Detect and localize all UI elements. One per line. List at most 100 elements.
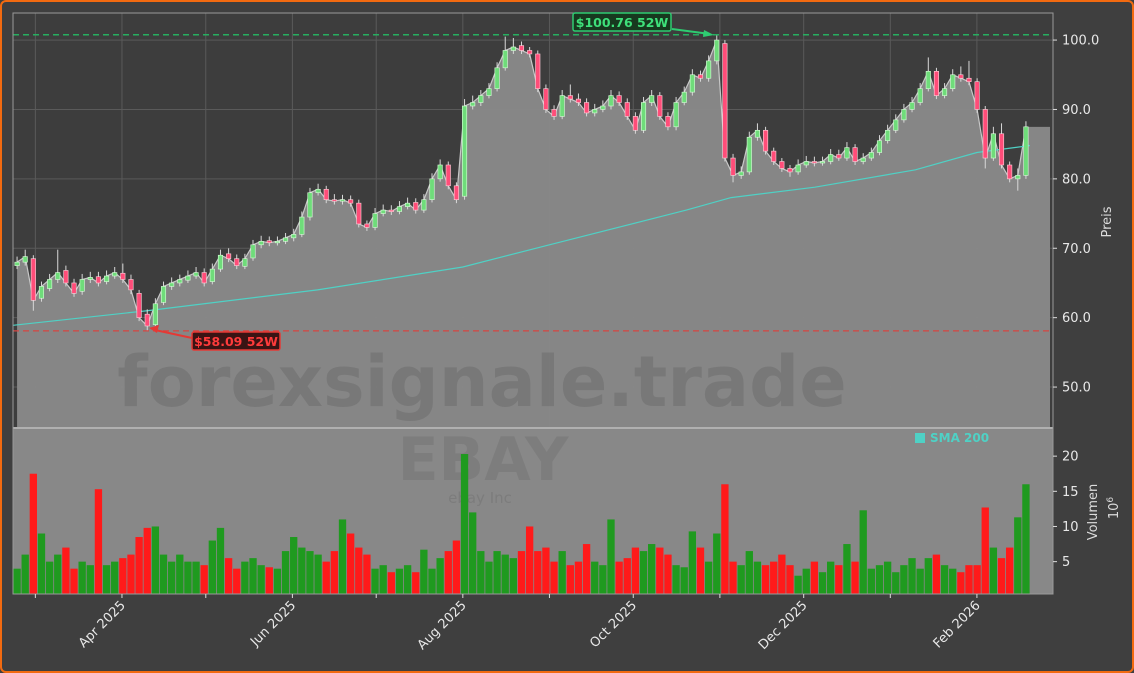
volume-bar-up [493, 551, 501, 594]
candle-down [966, 77, 972, 83]
candle-up [795, 164, 801, 173]
volume-bar-down [143, 527, 151, 594]
volume-bar-down [355, 547, 363, 594]
volume-bar-down [981, 507, 989, 594]
volume-bar-up [37, 533, 46, 594]
low-52w-label: $58.09 52W [194, 334, 278, 349]
volume-bar-down [233, 568, 241, 594]
volume-bar-up [843, 544, 851, 594]
volume-bar-up [216, 527, 225, 594]
x-tick-label: Apr 2025 [76, 598, 129, 651]
volume-bar-down [517, 551, 526, 594]
candle-up [876, 140, 883, 153]
candle-up [942, 88, 948, 96]
candle-down [584, 102, 590, 114]
x-tick-label: Aug 2025 [415, 598, 470, 653]
candle-down [779, 161, 785, 169]
volume-bar-up [21, 554, 29, 594]
candle-down [1007, 164, 1013, 180]
candle-up [917, 88, 923, 103]
candle-up [885, 129, 891, 141]
volume-bar-up [436, 558, 444, 594]
volume-bar-down [94, 489, 103, 594]
volume-bar-down [582, 544, 591, 594]
price-tick-label: 50.0 [1062, 381, 1091, 396]
candle-down [413, 202, 419, 211]
candle-up [274, 241, 280, 244]
volume-bar-up [989, 547, 998, 594]
candle-down [356, 202, 362, 225]
candle-up [925, 70, 931, 89]
candle-down [616, 95, 622, 103]
sma-200-line [12, 144, 1031, 326]
candle-down [266, 240, 272, 244]
volume-bar-down [932, 554, 941, 594]
candle-down [331, 199, 337, 202]
price-tick-label: 100.0 [1062, 34, 1099, 49]
price-tick-label: 90.0 [1062, 103, 1091, 118]
candle-down [120, 272, 126, 280]
volume-tick-label: 10 [1062, 520, 1079, 535]
candle-up [152, 303, 158, 325]
volume-bar-down [965, 565, 973, 594]
volume-bar-down [265, 567, 273, 594]
volume-bar-up [249, 558, 257, 594]
volume-bar-down [1005, 547, 1014, 594]
candle-up [803, 161, 809, 166]
candle-up [909, 102, 915, 110]
candle-up [380, 209, 386, 214]
volume-bar-up [314, 554, 322, 594]
volume-axis-multiplier: 106 [1106, 497, 1122, 520]
volume-bar-up [875, 565, 884, 594]
volume-bar-down [542, 547, 550, 594]
volume-bar-up [184, 561, 192, 594]
volume-bar-down [119, 558, 127, 594]
volume-bar-up [599, 565, 607, 594]
candle-up [291, 234, 297, 239]
volume-bar-down [322, 561, 330, 594]
price-axis-label: Preis [1100, 206, 1115, 237]
volume-bar-up [477, 551, 485, 594]
candle-down [543, 88, 549, 110]
volume-bar-down [615, 561, 623, 594]
candle-down [763, 129, 769, 152]
candle-down [445, 164, 451, 187]
candle-up [608, 95, 614, 107]
candle-up [681, 91, 687, 103]
volume-bar-up [704, 561, 713, 594]
volume-bar-up [745, 551, 753, 594]
volume-bar-down [721, 484, 729, 594]
volume-bar-down [135, 537, 143, 594]
candle-down [226, 253, 232, 259]
volume-bar-down [363, 554, 371, 594]
candle-up [177, 279, 183, 284]
volume-bar-down [62, 547, 70, 594]
candle-up [478, 95, 484, 103]
volume-bar-up [867, 568, 876, 594]
price-tick-label: 60.0 [1062, 311, 1091, 326]
volume-bar-down [566, 565, 574, 594]
candle-down [144, 313, 150, 327]
candle-down [30, 258, 36, 301]
volume-bar-up [403, 565, 412, 594]
candle-down [323, 188, 329, 200]
candle-down [811, 161, 817, 164]
volume-bar-down [631, 547, 640, 594]
volume-bar-up [501, 554, 509, 594]
candle-down [998, 133, 1005, 166]
volume-bar-down [200, 565, 208, 594]
candle-up [38, 286, 45, 299]
legend-swatch-sma-200 [915, 433, 925, 443]
candle-up [486, 88, 492, 96]
candle-up [738, 171, 744, 176]
volume-bar-up [827, 561, 835, 594]
candle-up [868, 152, 874, 159]
company-watermark: ebay Inc [448, 489, 512, 507]
volume-bar-up [241, 561, 249, 594]
volume-bar-down [29, 473, 38, 594]
candle-down [136, 293, 142, 318]
candle-up [193, 272, 199, 277]
volume-bar-up [176, 554, 184, 594]
candle-down [665, 116, 671, 128]
volume-bar-up [45, 561, 54, 594]
